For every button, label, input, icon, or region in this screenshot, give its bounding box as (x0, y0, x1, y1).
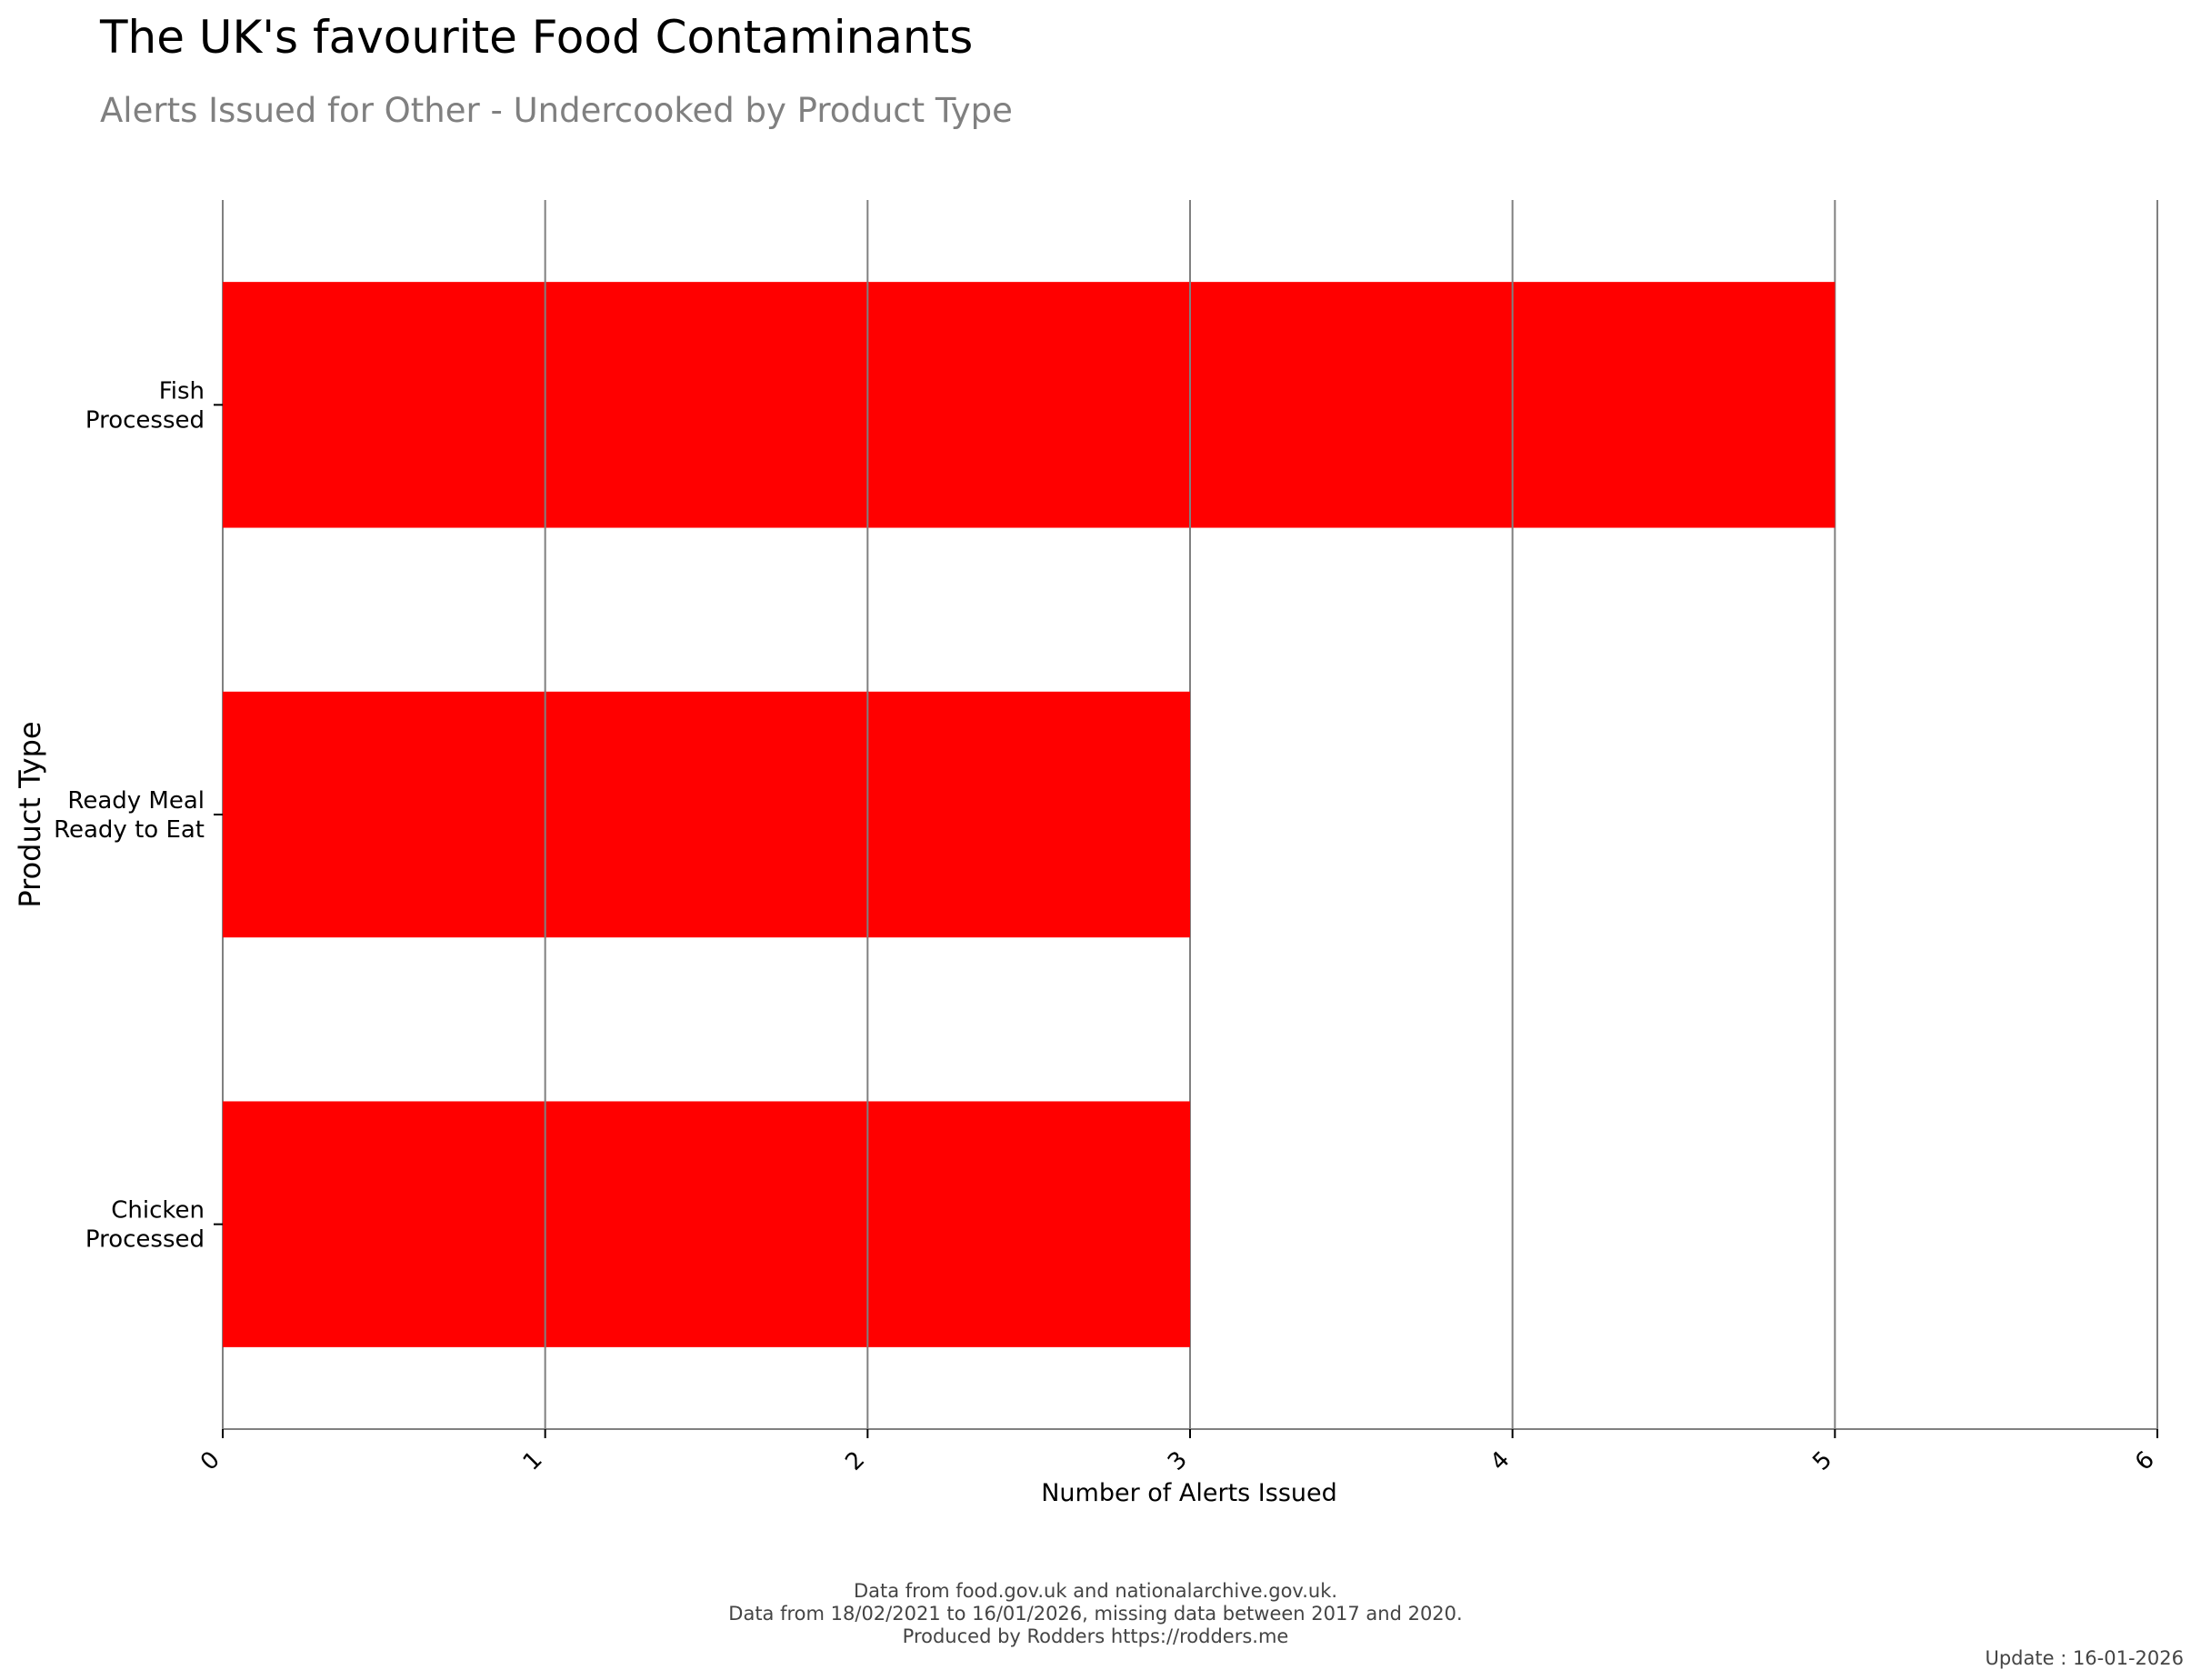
x-tick-label-3: 3 (1163, 1446, 1193, 1476)
y-tick-label-1-0: Ready Meal (67, 787, 205, 815)
chart-subtitle: Alerts Issued for Other - Undercooked by… (100, 91, 1013, 130)
x-tick-label-1: 1 (518, 1446, 548, 1476)
footer-line-source: Data from food.gov.uk and nationalarchiv… (853, 1580, 1338, 1602)
x-axis-label: Number of Alerts Issued (1041, 1479, 1337, 1507)
bar-0 (223, 282, 1836, 528)
chart-title: The UK's favourite Food Contaminants (100, 11, 974, 64)
x-tick-label-4: 4 (1486, 1446, 1516, 1476)
y-tick-label-2-0: Chicken (111, 1197, 205, 1225)
x-tick-label-2: 2 (840, 1446, 870, 1476)
y-tick-label-2-1: Processed (85, 1226, 205, 1254)
x-tick-label-6: 6 (2130, 1446, 2160, 1476)
x-tick-label-5: 5 (1807, 1446, 1837, 1476)
y-axis-label: Product Type (13, 721, 47, 907)
bars (223, 282, 1836, 1347)
bar-1 (223, 691, 1190, 938)
y-tick-label-0-0: Fish (159, 377, 205, 405)
y-tick-label-1-1: Ready to Eat (54, 816, 205, 844)
bar-2 (223, 1101, 1190, 1347)
grid-overlay (544, 282, 1514, 1347)
update-date: Update : 16-01-2026 (1985, 1647, 2184, 1669)
x-tick-label-0: 0 (195, 1446, 225, 1476)
footer-notes: Data from food.gov.uk and nationalarchiv… (0, 1580, 2191, 1648)
footer-line-range: Data from 18/02/2021 to 16/01/2026, miss… (728, 1603, 1463, 1625)
y-tick-label-0-1: Processed (85, 406, 205, 434)
footer-line-producer: Produced by Rodders https://rodders.me (902, 1625, 1289, 1647)
